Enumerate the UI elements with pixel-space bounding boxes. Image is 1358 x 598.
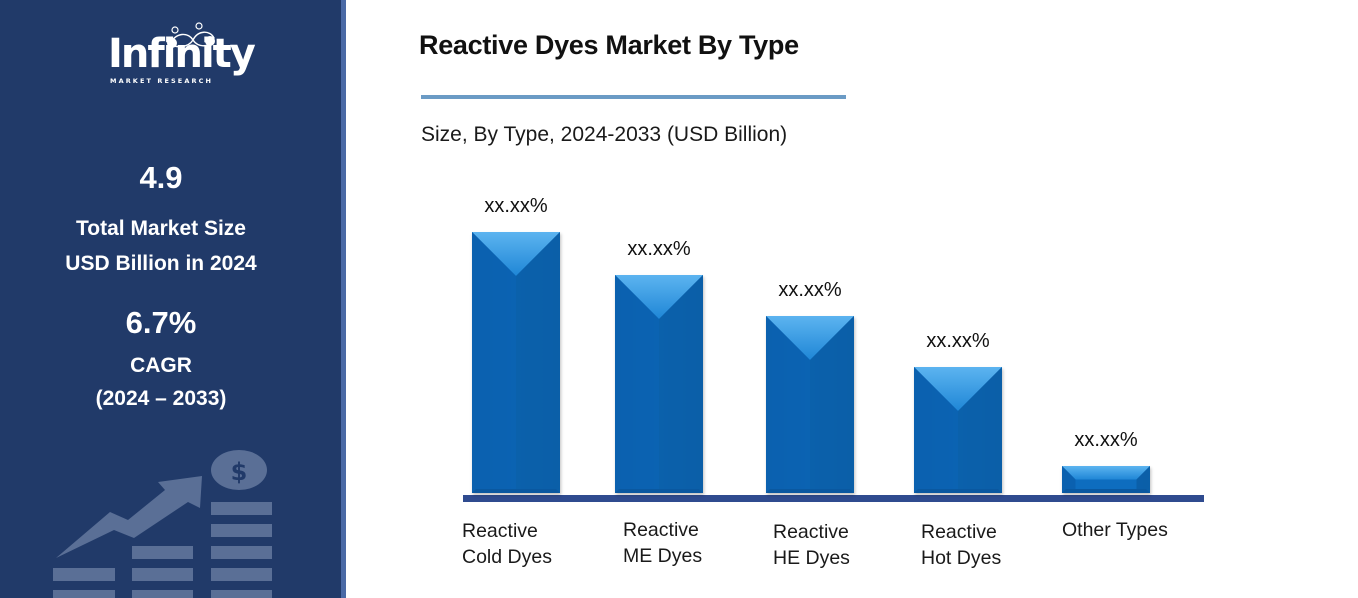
bar	[472, 232, 560, 493]
cagr-period: (2024 – 2033)	[95, 387, 227, 410]
bar-data-label: xx.xx%	[778, 279, 842, 301]
category-label: Reactive ME Dyes	[623, 519, 703, 567]
bar	[766, 316, 854, 493]
x-axis-line	[463, 495, 1204, 502]
category-label: Reactive Cold Dyes	[462, 520, 552, 568]
growth-chart-dollar-icon: $	[53, 450, 272, 598]
bar	[615, 275, 703, 493]
chart-subtitle: Size, By Type, 2024-2033 (USD Billion)	[421, 123, 788, 146]
logo-subtitle: MARKET RESEARCH	[110, 77, 213, 85]
logo-wordmark: Infinity	[108, 31, 256, 77]
chart-title: Reactive Dyes Market By Type	[419, 30, 799, 60]
title-divider	[421, 95, 846, 99]
category-label: Other Types	[1062, 519, 1168, 541]
bar	[914, 367, 1002, 493]
bar	[1062, 466, 1150, 493]
cagr-label: CAGR	[130, 354, 192, 377]
bar-data-label: xx.xx%	[926, 330, 990, 352]
infinity-logo: Infinity MARKET RESEARCH	[100, 22, 256, 92]
market-size-label-2: USD Billion in 2024	[65, 252, 257, 275]
category-label: Reactive Hot Dyes	[921, 521, 1002, 569]
category-label: Reactive HE Dyes	[773, 521, 850, 569]
sidebar-edge	[341, 0, 346, 598]
market-size-value: 4.9	[139, 160, 183, 195]
cagr-value: 6.7%	[125, 305, 197, 340]
bar-data-label: xx.xx%	[1074, 429, 1138, 451]
infinity-loop-icon	[167, 22, 215, 48]
market-size-label-1: Total Market Size	[76, 217, 246, 240]
bar-data-label: xx.xx%	[627, 238, 691, 260]
bar-data-label: xx.xx%	[484, 195, 548, 217]
svg-text:$: $	[231, 458, 248, 486]
summary-sidebar: Infinity MARKET RESEARCH 4.9 Total Marke…	[0, 0, 341, 598]
